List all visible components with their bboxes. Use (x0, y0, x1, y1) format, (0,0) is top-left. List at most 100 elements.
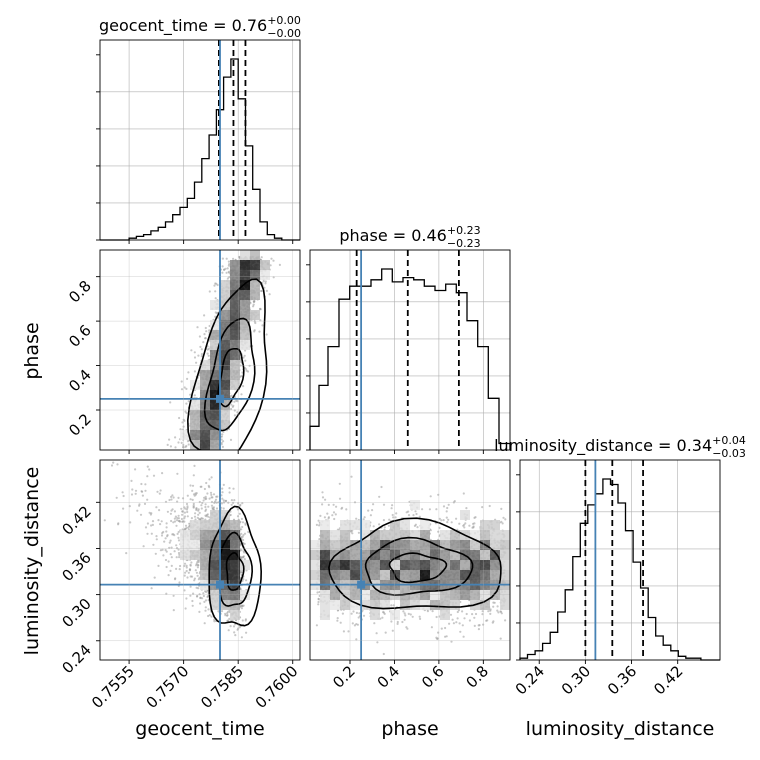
sample-point (164, 558, 168, 562)
sample-point (162, 554, 165, 557)
sample-point (262, 280, 265, 283)
density-cell (220, 290, 230, 300)
sample-point (150, 587, 153, 590)
density-cell (200, 520, 210, 530)
sample-point (233, 499, 236, 502)
sample-point (200, 353, 203, 356)
sample-point (196, 564, 200, 567)
sample-point (456, 610, 459, 614)
sample-point (134, 492, 137, 495)
sample-point (183, 562, 187, 565)
sample-point (220, 435, 224, 438)
sample-point (240, 636, 243, 639)
sample-point (198, 610, 201, 614)
sample-point (265, 289, 268, 292)
sample-point (232, 404, 235, 407)
density-cell (250, 260, 260, 270)
density-cell (240, 320, 250, 330)
sample-point (202, 592, 205, 595)
sample-point (170, 509, 173, 512)
sample-point (195, 508, 198, 512)
sample-point (214, 290, 217, 293)
sample-point (215, 507, 219, 510)
sample-point (496, 609, 499, 612)
sample-point (172, 594, 175, 597)
density-cell (190, 520, 200, 530)
sample-point (155, 538, 158, 541)
density-cell (220, 530, 230, 540)
sample-point (197, 354, 200, 357)
density-cell (240, 300, 250, 310)
sample-point (140, 482, 143, 486)
density-cell (210, 400, 220, 410)
sample-point (193, 515, 197, 518)
sample-point (236, 508, 239, 511)
density-cell (260, 260, 270, 270)
density-cell (220, 510, 230, 520)
sample-point (220, 502, 223, 505)
sample-point (152, 543, 155, 546)
density-cell (220, 590, 230, 600)
sample-point (196, 594, 199, 598)
density-cell (180, 540, 190, 550)
sample-point (165, 526, 168, 529)
sample-point (212, 507, 215, 510)
sample-point (206, 352, 209, 355)
sample-point (134, 489, 138, 492)
sample-point (206, 513, 209, 516)
sample-point (193, 351, 196, 354)
sample-point (150, 532, 153, 535)
sample-point (190, 349, 193, 352)
sample-point (187, 571, 190, 574)
sample-point (202, 341, 205, 344)
density-cell (210, 590, 220, 600)
sample-point (180, 441, 183, 444)
sample-point (189, 563, 192, 566)
density-cell (190, 420, 200, 430)
sample-point (260, 256, 263, 259)
density-cell (220, 380, 230, 390)
sample-point (222, 483, 225, 486)
sample-point (148, 468, 151, 471)
sample-point (208, 290, 211, 293)
density-cell (230, 370, 240, 380)
sample-point (144, 489, 147, 492)
sample-point (116, 463, 119, 466)
sample-point (227, 619, 230, 622)
density-cell (200, 550, 210, 560)
sample-point (204, 326, 207, 330)
sample-point (170, 495, 173, 498)
sample-point (191, 599, 194, 603)
density-cell (210, 570, 220, 580)
sample-point (190, 561, 193, 564)
density-cell (220, 390, 230, 400)
density-cell (190, 540, 200, 550)
sample-point (176, 517, 179, 520)
sample-point (170, 556, 173, 559)
sample-point (225, 271, 228, 274)
sample-point (180, 507, 183, 510)
density-cell (180, 550, 190, 560)
sample-point (202, 499, 205, 502)
density-cell (210, 330, 220, 340)
sample-point (234, 634, 237, 637)
density-cell (210, 420, 220, 430)
sample-point (220, 438, 223, 441)
density-cell (200, 360, 210, 370)
sample-point (177, 551, 181, 555)
contour-line (217, 348, 245, 408)
density-cell (190, 430, 200, 440)
sample-point (268, 293, 271, 296)
truth-marker (216, 580, 224, 589)
density-cell (240, 270, 250, 280)
density-cell (210, 550, 220, 560)
sample-point (203, 496, 206, 499)
sample-point (173, 520, 177, 523)
density-cell (240, 590, 250, 600)
sample-point (144, 483, 147, 486)
sample-point (204, 509, 207, 513)
sample-point (252, 305, 255, 308)
density-cell (210, 390, 220, 400)
sample-point (178, 416, 181, 420)
sample-point (242, 538, 245, 542)
